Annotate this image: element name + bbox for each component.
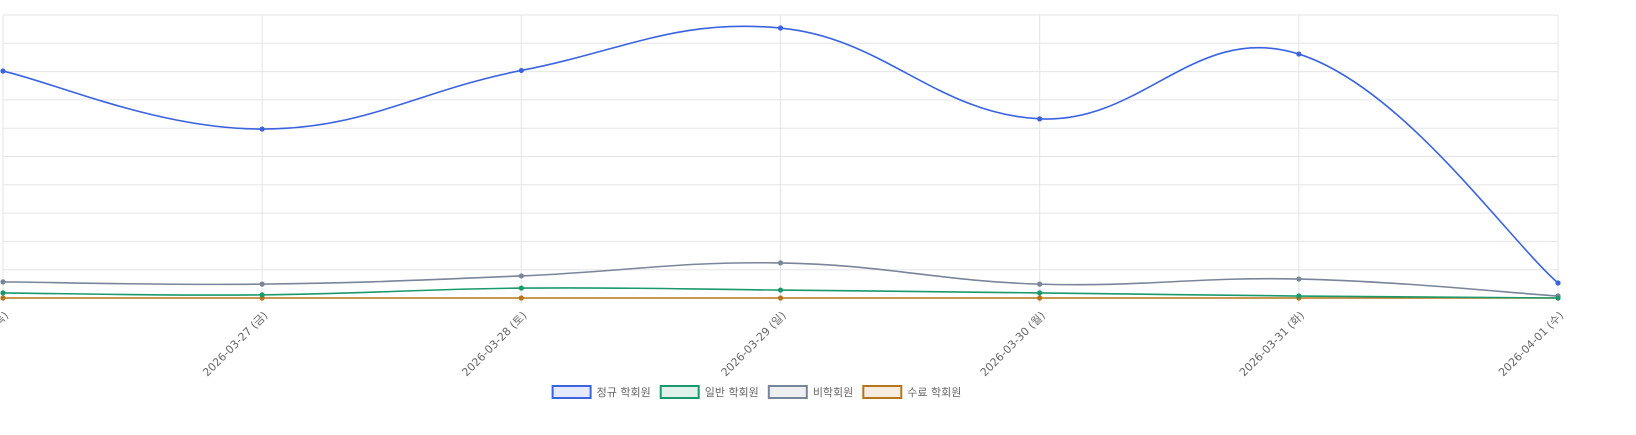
legend-label: 비학회원 — [813, 386, 853, 399]
point — [518, 67, 524, 74]
point — [1037, 281, 1043, 287]
point — [777, 25, 784, 31]
point — [259, 126, 265, 132]
point — [1037, 116, 1043, 122]
point — [259, 292, 265, 298]
point — [1037, 290, 1043, 296]
point — [1555, 295, 1561, 301]
point — [518, 285, 524, 291]
point — [777, 295, 784, 301]
legend-label: 정규 학회원 — [597, 386, 651, 399]
point — [518, 295, 524, 301]
legend-swatch — [659, 385, 700, 399]
legend-label: 일반 학회원 — [705, 385, 759, 399]
x-tick-label: 2026-03-27 (금) — [200, 309, 270, 379]
x-tick-label: 2026-03-29 (일) — [718, 308, 789, 379]
x-tick-label: 2026-03-30 (월) — [978, 309, 1048, 379]
point — [518, 273, 524, 279]
point — [1296, 293, 1302, 299]
legend-label: 수료 학회원 — [907, 386, 961, 399]
x-tick-label: 2026-03-26 (목) — [0, 309, 11, 379]
legend-swatch — [862, 385, 903, 399]
point — [1555, 280, 1561, 286]
point — [1296, 51, 1302, 57]
point — [0, 290, 6, 296]
point — [1037, 295, 1043, 301]
legend-swatch — [551, 385, 592, 399]
x-tick-label: 2026-03-28 (토) — [459, 309, 529, 379]
point — [0, 279, 6, 285]
legend-swatch — [767, 385, 808, 399]
x-tick-label: 2026-04-01 (수) — [1496, 309, 1566, 379]
point — [1296, 276, 1302, 282]
point — [259, 281, 265, 287]
point — [0, 68, 6, 74]
x-tick-label: 2026-03-31 (화) — [1237, 309, 1307, 379]
point — [777, 287, 784, 293]
point — [777, 260, 784, 266]
point — [0, 295, 6, 301]
legend: 정규 학회원 일반 학회원 비학회원 수료 학회원 — [551, 385, 961, 399]
